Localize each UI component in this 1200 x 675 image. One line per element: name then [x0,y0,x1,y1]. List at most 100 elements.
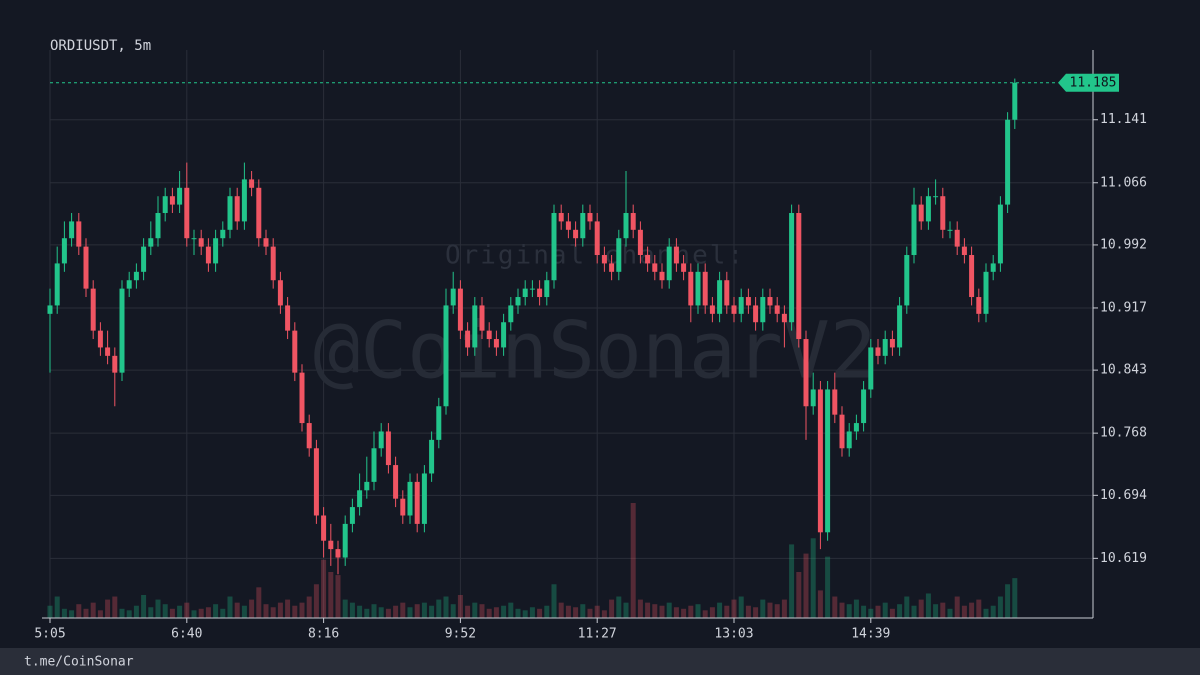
candle-body [479,305,485,331]
candle-body [349,507,355,524]
volume-bar [781,599,787,618]
candle-body [580,213,586,239]
volume-bar [537,608,543,618]
volume-bar [47,605,53,618]
volume-bar [709,607,715,618]
volume-bar [565,605,571,618]
volume-bar [695,604,701,618]
volume-bar [868,608,874,618]
candle-body [457,288,463,331]
volume-bar [645,602,651,618]
candle-body [803,339,809,407]
candle-body [796,213,802,340]
candle-body [162,196,168,214]
candle-body [688,271,694,306]
candle-body [522,288,528,298]
volume-bar [969,602,975,618]
volume-bar [774,604,780,618]
volume-bar [1005,584,1011,618]
candle-body [681,263,687,272]
volume-bar [205,607,211,618]
candle-body [313,448,319,516]
volume-bar [335,575,341,618]
volume-bar [623,602,629,618]
volume-bar [97,610,103,618]
candle-body [508,305,514,323]
chart-title: ORDIUSDT, 5m [50,38,151,54]
volume-bar [544,605,550,618]
candle-body [69,221,75,239]
volume-bar [393,605,399,618]
candle-body [529,288,535,290]
candle-body [573,229,579,239]
volume-bar [169,608,175,618]
candle-body [810,389,816,407]
candle-body [940,196,946,230]
candle-body [652,263,658,272]
volume-bar [832,596,838,618]
volume-bar [54,596,60,618]
volume-bar [515,608,521,618]
volume-bar [594,605,600,618]
candle-body [695,271,701,306]
volume-bar [450,604,456,618]
candle-body [429,439,435,474]
candle-body [832,389,838,415]
candle-body [925,196,931,222]
candle-body [47,305,53,314]
volume-bar [213,604,219,618]
volume-bar [90,602,96,618]
volume-bar [349,602,355,618]
candle-body [637,229,643,256]
y-tick-label: 10.768 [1100,426,1147,441]
candle-body [745,297,751,306]
candle-body [112,355,118,373]
volume-bar [227,596,233,618]
volume-bar [731,599,737,618]
volume-bar [954,596,960,618]
footer-bar [0,648,1200,675]
candle-body [709,305,715,314]
volume-bar [83,608,89,618]
volume-bar [983,608,989,618]
candle-body [645,255,651,264]
candle-body [861,389,867,424]
volume-bar [911,605,917,618]
y-tick-label: 10.843 [1100,363,1147,378]
volume-bar [479,604,485,618]
candle-body [292,330,298,373]
volume-bar [889,608,895,618]
candle-body [961,246,967,256]
volume-bar [882,602,888,618]
volume-bar [162,604,168,618]
candle-body [702,271,708,306]
candle-body [717,280,723,314]
candle-body [54,263,60,306]
volume-bar [198,608,204,618]
candle-body [400,498,406,516]
candle-body [659,271,665,281]
volume-bar [285,599,291,618]
candle-body [155,213,161,239]
candle-body [767,297,773,306]
volume-bar [241,605,247,618]
candle-body [241,179,247,222]
volume-bar [277,602,283,618]
volume-bar [270,607,276,618]
candle-body [839,414,845,449]
volume-bar [810,538,816,618]
volume-bar [61,608,67,618]
candle-layer [47,78,1018,575]
candle-body [565,221,571,230]
candle-body [594,221,600,256]
candle-body [465,330,471,348]
y-tick-label: 11.066 [1100,175,1147,190]
candle-body [299,372,305,424]
candle-body [774,305,780,314]
candle-body [169,196,175,205]
x-tick-label: 8:16 [308,627,339,642]
candle-body [177,187,183,205]
candle-body [630,213,636,230]
